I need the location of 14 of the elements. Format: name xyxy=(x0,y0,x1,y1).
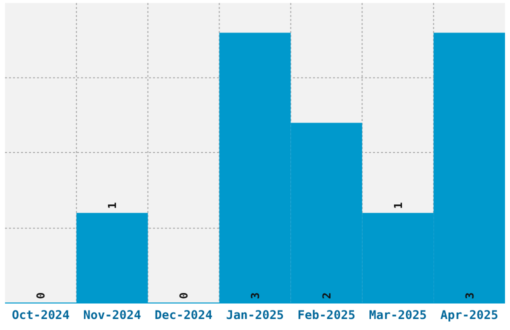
data-label: 3 xyxy=(249,292,262,299)
data-label: 2 xyxy=(320,292,334,299)
x-tick-label: Dec-2024 xyxy=(154,308,212,322)
x-tick-label: Jan-2025 xyxy=(226,308,284,322)
x-tick-label: Mar-2025 xyxy=(368,308,427,322)
x-tick-label: Apr-2025 xyxy=(440,308,498,322)
data-label: 3 xyxy=(463,292,476,299)
data-label: 1 xyxy=(106,202,120,209)
data-label: 1 xyxy=(392,202,405,209)
data-label: 0 xyxy=(178,292,191,299)
x-tick-label: Oct-2024 xyxy=(12,308,70,322)
data-label: 0 xyxy=(34,292,48,299)
x-tick-label: Feb-2025 xyxy=(298,308,356,322)
x-tick-label: Nov-2024 xyxy=(83,308,142,322)
